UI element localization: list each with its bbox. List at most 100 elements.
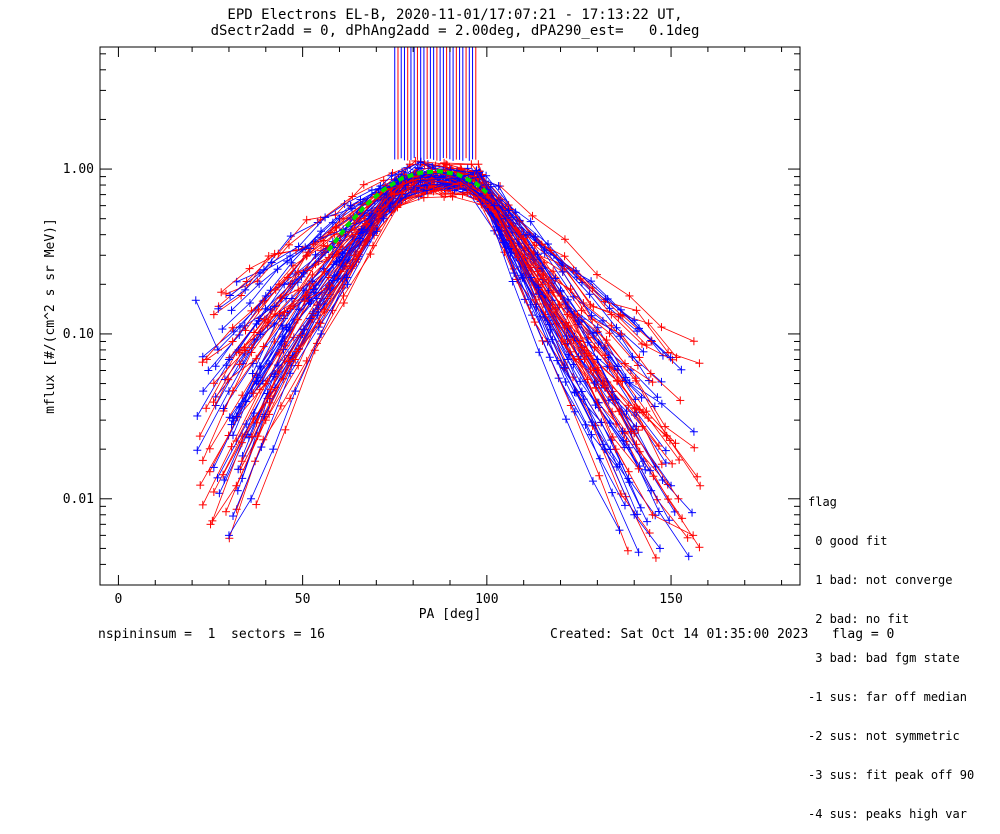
series-point bbox=[320, 307, 328, 316]
series-point bbox=[508, 277, 517, 286]
series-point bbox=[533, 267, 542, 276]
series-point bbox=[574, 355, 583, 364]
series-point bbox=[607, 321, 616, 330]
series-point bbox=[590, 378, 599, 387]
series-point bbox=[343, 280, 352, 289]
series-point bbox=[264, 251, 273, 260]
series-point bbox=[504, 206, 513, 215]
series-point bbox=[198, 456, 207, 465]
series-point bbox=[633, 361, 642, 370]
series-point bbox=[528, 211, 537, 220]
series-point bbox=[675, 455, 684, 464]
series-point bbox=[213, 473, 222, 482]
fit-layer bbox=[326, 169, 489, 252]
series-point bbox=[379, 214, 388, 223]
series-point bbox=[313, 311, 322, 320]
series-point bbox=[235, 360, 244, 369]
series-point bbox=[477, 200, 486, 209]
legend-item: 2 bad: no fit bbox=[808, 612, 910, 626]
series-line-gen-23 bbox=[251, 176, 669, 485]
series-point bbox=[422, 186, 431, 195]
series-point bbox=[671, 439, 680, 448]
series-point bbox=[526, 300, 535, 309]
series-point bbox=[535, 348, 544, 357]
series-point bbox=[260, 315, 269, 324]
series-point bbox=[595, 471, 604, 480]
series-point bbox=[339, 291, 348, 300]
series-point bbox=[443, 186, 452, 195]
series-point bbox=[635, 353, 644, 362]
series-point bbox=[257, 443, 266, 452]
y-axis-label: mflux [#/(cm^2 s sr MeV)] bbox=[43, 218, 58, 414]
series-point bbox=[534, 274, 543, 283]
series-point bbox=[616, 332, 625, 341]
series-point bbox=[653, 495, 662, 504]
series-point bbox=[684, 552, 693, 561]
series-point bbox=[666, 353, 675, 362]
series-point bbox=[621, 376, 630, 385]
series-point bbox=[657, 399, 666, 408]
series-point bbox=[530, 318, 539, 327]
series-point bbox=[415, 164, 424, 173]
series-point bbox=[229, 386, 237, 395]
series-point bbox=[649, 472, 658, 481]
series-point bbox=[209, 310, 218, 319]
y-tick-label: 0.10 bbox=[63, 327, 94, 342]
series-point bbox=[398, 189, 407, 198]
series-point bbox=[612, 323, 621, 332]
series-point bbox=[265, 398, 274, 407]
series-point bbox=[280, 308, 289, 317]
series-point bbox=[304, 248, 313, 257]
series-point bbox=[224, 531, 233, 540]
x-tick-label: 50 bbox=[295, 592, 311, 607]
series-point bbox=[635, 324, 643, 333]
series-point bbox=[474, 160, 483, 169]
series-point bbox=[252, 354, 261, 363]
series-point bbox=[564, 321, 573, 330]
series-point bbox=[251, 457, 260, 466]
series-point bbox=[276, 401, 285, 410]
series-point bbox=[631, 374, 640, 383]
series-point bbox=[357, 225, 366, 234]
series-point bbox=[387, 189, 396, 198]
series-point bbox=[342, 273, 351, 282]
series-point bbox=[576, 377, 585, 386]
series-point bbox=[593, 270, 601, 279]
series-point bbox=[229, 512, 237, 521]
series-point bbox=[572, 266, 580, 275]
series-point bbox=[277, 293, 286, 302]
series-point bbox=[648, 378, 657, 387]
series-point bbox=[625, 443, 634, 452]
series-point bbox=[482, 171, 491, 180]
series-point bbox=[624, 401, 633, 410]
series-point bbox=[603, 294, 612, 303]
series-point bbox=[209, 379, 218, 388]
series-point bbox=[232, 481, 241, 490]
series-point bbox=[639, 347, 648, 356]
footer-created-info: Created: Sat Oct 14 01:35:00 2023 flag =… bbox=[550, 627, 895, 642]
series-point bbox=[209, 398, 218, 407]
series-point bbox=[560, 252, 569, 261]
series-point bbox=[254, 305, 263, 314]
series-point bbox=[225, 413, 234, 422]
series-point bbox=[617, 330, 626, 339]
series-point bbox=[437, 189, 446, 198]
series-point bbox=[283, 256, 292, 265]
series-point bbox=[632, 440, 641, 449]
series-point bbox=[611, 445, 620, 454]
series-point bbox=[209, 463, 218, 472]
series-point bbox=[409, 176, 418, 185]
series-point bbox=[271, 370, 279, 379]
series-point bbox=[294, 361, 303, 370]
series-point bbox=[556, 291, 565, 300]
series-point bbox=[643, 517, 652, 526]
series-point bbox=[255, 362, 264, 371]
series-point bbox=[630, 403, 639, 412]
series-point bbox=[634, 464, 643, 473]
series-point bbox=[238, 451, 247, 460]
series-point bbox=[500, 248, 509, 257]
series-point bbox=[630, 316, 639, 325]
series-point bbox=[261, 291, 270, 300]
series-point bbox=[653, 393, 662, 402]
x-axis-label: PA [deg] bbox=[419, 607, 482, 622]
